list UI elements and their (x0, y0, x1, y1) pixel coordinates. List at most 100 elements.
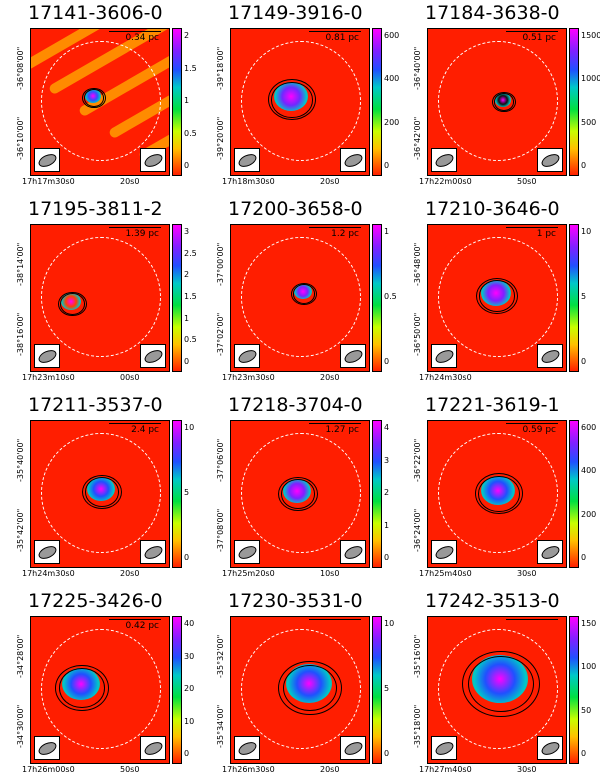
y-tick-label: -37°06'00" (216, 438, 225, 482)
scale-bar (506, 227, 558, 228)
scale-label: 1.2 pc (331, 229, 359, 239)
colorbar-tick: 1500 (581, 31, 600, 40)
panel-title: 17211-3537-0 (28, 394, 163, 416)
colorbar-tick: 1 (184, 313, 190, 323)
beam-ellipse-box (537, 344, 563, 368)
colorbar (372, 224, 382, 372)
beam-ellipse-icon (433, 151, 456, 170)
y-tick-label: -37°00'00" (216, 242, 225, 286)
scale-bar (309, 31, 361, 32)
panel-title: 17218-3704-0 (228, 394, 363, 416)
intensity-map: 1.27 pc (230, 420, 370, 568)
x-tick-label: 20s0 (320, 177, 340, 186)
scale-label: 1 pc (536, 229, 556, 239)
colorbar-tick: 0 (184, 749, 190, 758)
aperture-circle (438, 433, 558, 553)
beam-ellipse-box (431, 540, 457, 564)
intensity-map (427, 616, 567, 764)
beam-ellipse-box (140, 540, 166, 564)
beam-ellipse-icon (342, 739, 365, 758)
y-tick-label: -37°08'00" (216, 508, 225, 552)
beam-ellipse-box (234, 148, 260, 172)
beam-ellipse-icon (142, 347, 165, 366)
scale-bar (309, 423, 361, 424)
colorbar-tick: 0 (581, 553, 587, 562)
x-tick-label: 20s0 (120, 569, 140, 578)
y-tick-label: -35°16'00" (413, 634, 422, 678)
colorbar-tick: 2 (384, 488, 390, 497)
beam-ellipse-icon (539, 347, 562, 366)
aperture-circle (241, 433, 361, 553)
x-tick-label: 20s0 (320, 765, 340, 774)
panel-title: 17141-3606-0 (28, 2, 163, 24)
scale-bar (309, 227, 361, 228)
map-panel: 17230-3531-0 10 5 0 -35°32'00" -35°34'00" 17h2… (200, 588, 400, 784)
beam-ellipse-box (234, 540, 260, 564)
scale-bar (109, 423, 161, 424)
colorbar-tick: 0.5 (184, 335, 197, 345)
x-tick-label: 17h24m30s0 (419, 373, 472, 382)
colorbar-tick: 100 (581, 662, 597, 672)
panel-title: 17195-3811-2 (28, 198, 163, 220)
aperture-circle (41, 237, 161, 357)
scale-bar (506, 619, 558, 620)
y-tick-label: -35°34'00" (216, 704, 225, 748)
x-tick-label: 17h26m00s0 (22, 765, 75, 774)
scale-label: 0.51 pc (522, 33, 556, 43)
colorbar (172, 224, 182, 372)
y-tick-label: -36°10'00" (16, 116, 25, 160)
map-panel: 17200-3658-0 1.2 pc 1 0.5 0 -37°00'00" -37°02'… (200, 196, 400, 392)
colorbar-tick: 5 (184, 488, 190, 497)
aperture-circle (41, 41, 161, 161)
scale-bar (506, 423, 558, 424)
intensity-map: 1 pc (427, 224, 567, 372)
colorbar-tick: 0 (581, 749, 587, 758)
colorbar-tick: 20 (184, 684, 195, 693)
beam-ellipse-box (140, 344, 166, 368)
y-tick-label: -36°22'00" (413, 438, 422, 482)
colorbar-tick: 0 (581, 161, 587, 170)
scale-bar (309, 619, 361, 620)
beam-ellipse-icon (36, 151, 59, 170)
map-panel: 17195-3811-2 1.39 pc 3 2.5 2 1.5 1 0.5 0 -38°14'0… (0, 196, 200, 392)
colorbar (372, 420, 382, 568)
colorbar-tick: 200 (384, 117, 400, 127)
beam-ellipse-box (234, 344, 260, 368)
colorbar (569, 224, 579, 372)
panel-title: 17210-3646-0 (425, 198, 560, 220)
beam-ellipse-box (34, 736, 60, 760)
beam-ellipse-box (537, 148, 563, 172)
x-tick-label: 17h24m30s0 (22, 569, 75, 578)
aperture-circle (438, 237, 558, 357)
colorbar-tick: 10 (184, 716, 195, 726)
x-tick-label: 17h25m40s0 (419, 569, 472, 578)
colorbar-tick: 2 (184, 31, 190, 40)
intensity-map: 0.42 pc (30, 616, 170, 764)
beam-ellipse-box (340, 148, 366, 172)
colorbar-tick: 10 (184, 423, 195, 432)
map-panel: 17184-3638-0 0.51 pc 1500 1000 500 0 -36°40'00… (397, 0, 600, 196)
colorbar-tick: 1 (184, 96, 190, 105)
panel-title: 17149-3916-0 (228, 2, 363, 24)
y-tick-label: -34°28'00" (16, 634, 25, 678)
colorbar-tick: 3 (184, 227, 190, 236)
beam-ellipse-icon (236, 151, 259, 170)
colorbar-tick: 1.5 (184, 292, 197, 301)
beam-ellipse-box (34, 540, 60, 564)
colorbar-tick: 400 (581, 466, 597, 476)
colorbar-tick: 0.5 (184, 128, 197, 138)
x-tick-label: 17h18m30s0 (222, 177, 275, 186)
colorbar-tick: 0 (384, 749, 390, 758)
map-panel: 17218-3704-0 1.27 pc 4 3 2 1 0 -37°06'00" -37°08… (200, 392, 400, 588)
panel-title: 17184-3638-0 (425, 2, 560, 24)
intensity-map (230, 616, 370, 764)
colorbar-tick: 600 (581, 423, 597, 432)
beam-ellipse-box (431, 344, 457, 368)
y-tick-label: -36°48'00" (413, 242, 422, 286)
colorbar-tick: 1000 (581, 74, 600, 84)
y-tick-label: -39°18'00" (216, 46, 225, 90)
y-tick-label: -36°40'00" (413, 46, 422, 90)
y-tick-label: -38°14'00" (16, 242, 25, 286)
scale-label: 0.59 pc (522, 425, 556, 435)
panel-title: 17221-3619-1 (425, 394, 560, 416)
